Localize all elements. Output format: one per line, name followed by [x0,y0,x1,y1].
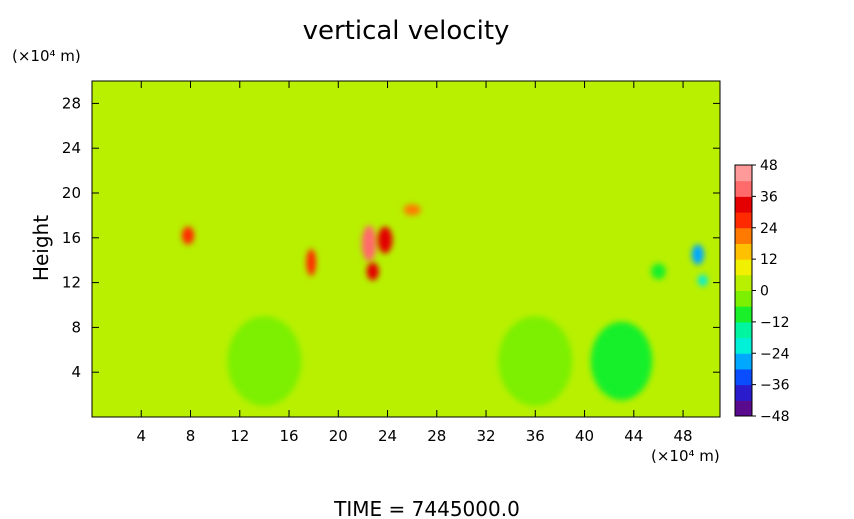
velocity-cell-12 [691,244,704,265]
x-tick-label: 36 [526,427,545,445]
time-footer: TIME = 7445000.0 [333,497,520,519]
colorbar-tick-label: 12 [760,252,778,268]
colorbar-swatch [735,274,752,291]
y-tick-label: 20 [62,184,81,202]
chart-title: vertical velocity [303,16,510,46]
velocity-cell-9 [181,226,195,245]
velocity-cell-8 [366,262,379,281]
velocity-cell-7 [377,226,393,254]
colorbar-swatch [735,259,752,276]
velocity-cell-3 [227,316,302,406]
x-tick-label: 16 [279,427,298,445]
velocity-cell-0 [141,349,240,417]
velocity-cell-11 [403,204,421,216]
velocity-cell-10 [306,249,317,276]
colorbar-swatch [735,227,752,244]
x-tick-label: 32 [476,427,495,445]
colorbar-swatch [735,400,752,417]
colorbar-swatch [735,196,752,213]
velocity-cell-2 [646,349,720,417]
y-axis-label: Height [29,215,53,281]
x-axis-unit-label: (×10⁴ m) [651,447,720,465]
x-tick-label: 28 [427,427,446,445]
x-tick-label: 12 [230,427,249,445]
y-tick-label: 8 [71,318,81,336]
x-tick-label: 8 [186,427,196,445]
colorbar-swatch [735,290,752,307]
y-tick-label: 12 [62,274,81,292]
colorbar-tick-label: −24 [760,346,790,362]
colorbar-tick-label: −12 [760,315,790,331]
colorbar-tick-label: −36 [760,378,790,394]
colorbar-tick-label: 0 [760,284,769,300]
colorbar-swatch [735,243,752,260]
colorbar-swatch [735,353,752,370]
colorbar-swatch [735,368,752,386]
y-tick-label: 16 [62,229,81,247]
y-tick-label: 24 [62,139,81,157]
y-axis-unit-label: (×10⁴ m) [12,47,81,65]
colorbar-swatch [735,306,752,323]
colorbar-swatch [735,165,752,182]
x-tick-label: 40 [575,427,594,445]
plot-area [91,80,721,418]
velocity-cell-13 [697,274,708,286]
colorbar-tick-label: 36 [760,189,778,205]
x-tick-label: 24 [378,427,397,445]
x-tick-label: 48 [674,427,693,445]
colorbar-tick-label: 24 [760,221,778,237]
velocity-cell-1 [362,349,462,417]
colorbar-tick-label: −48 [760,409,790,425]
velocity-cell-4 [498,316,573,406]
plot-frame [91,80,721,418]
colorbar-swatch [735,321,752,339]
colorbar-swatch [735,180,752,197]
velocity-cell-5 [590,321,653,401]
colorbar-swatch [735,337,752,354]
x-tick-label: 44 [624,427,643,445]
colorbar-swatch [735,212,752,229]
colorbar: 48 36 24 12 0 −12 −24 −36 −48 [734,158,790,425]
y-tick-label: 28 [62,94,81,112]
x-tick-label: 20 [329,427,348,445]
colorbar-tick-label: 48 [760,158,778,174]
velocity-cell-14 [651,263,666,280]
x-tick-label: 4 [136,427,146,445]
colorbar-swatch [735,384,752,401]
velocity-cell-6 [361,225,377,262]
y-tick-label: 4 [71,363,81,381]
